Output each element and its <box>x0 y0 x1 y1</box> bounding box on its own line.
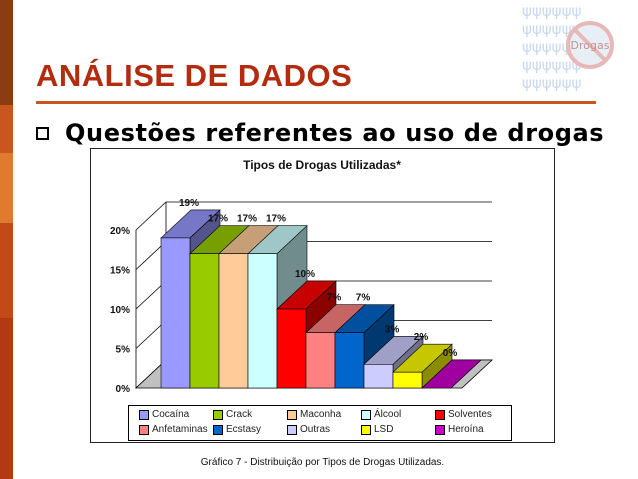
bar--lcool <box>247 253 278 389</box>
bullet-point: Questões referentes ao uso de drogas <box>36 119 604 147</box>
page-title: ANÁLISE DE DADOS <box>36 58 353 93</box>
side-accent-bar <box>0 105 13 153</box>
bar-ecstasy <box>334 332 365 389</box>
side-accent-bar <box>0 223 13 318</box>
bar-coca-na <box>160 237 191 389</box>
legend-item: Crack <box>213 409 252 420</box>
y-tick-label: 15% <box>110 266 130 277</box>
checkbox-bullet-icon <box>36 126 49 140</box>
y-tick-label: 5% <box>116 345 131 356</box>
legend-label: Crack <box>226 409 253 420</box>
legend-item: Cocaína <box>139 409 189 420</box>
data-label: 0% <box>443 348 458 359</box>
chart-legend: Cocaína Crack Maconha Álcool Solventes Anfeta… <box>128 405 512 441</box>
bullet-text: Questões referentes ao uso de drogas <box>65 119 605 147</box>
legend-swatch <box>361 424 371 435</box>
chart-title: Tipos de Drogas Utilizadas* <box>243 158 401 172</box>
bar-top-hero-na <box>421 359 482 389</box>
legend-label: Ecstasy <box>226 424 262 435</box>
data-label: 19% <box>179 198 199 209</box>
legend-item: Outras <box>287 424 330 435</box>
legend-label: Maconha <box>300 409 342 420</box>
side-accent-bar <box>0 318 13 479</box>
bar-maconha <box>218 253 249 389</box>
side-gridline <box>135 201 167 231</box>
data-label: 3% <box>385 324 400 335</box>
svg-text:ψψψψψψ: ψψψψψψ <box>522 74 581 92</box>
title-divider <box>36 101 596 104</box>
svg-text:ψψψψψψ: ψψψψψψ <box>522 56 581 74</box>
legend-swatch <box>435 409 445 420</box>
legend-swatch <box>213 409 223 420</box>
legend-item: Álcool <box>361 409 401 420</box>
legend-swatch <box>139 424 149 435</box>
legend-label: Anfetaminas <box>152 424 208 435</box>
y-tick-label: 10% <box>110 305 130 316</box>
legend-label: Heroína <box>448 424 484 435</box>
y-tick-label: 0% <box>116 384 131 395</box>
chart-caption: Gráfico 7 - Distribuição por Tipos de Dr… <box>200 457 445 468</box>
legend-item: LSD <box>361 424 393 435</box>
side-accent-bar <box>0 0 13 105</box>
data-label: 17% <box>208 214 228 225</box>
legend-label: Solventes <box>448 409 492 420</box>
legend-item: Anfetaminas <box>139 424 208 435</box>
legend-swatch <box>213 424 223 435</box>
bar-chart: Tipos de Drogas Utilizadas* 0% 5% 10% 15% 20%… <box>110 158 494 395</box>
legend-swatch <box>435 424 445 435</box>
bar-solventes <box>276 308 307 389</box>
y-tick-label: 20% <box>110 226 130 237</box>
legend-label: Cocaína <box>152 409 190 420</box>
legend-label: LSD <box>374 424 394 435</box>
bar-crack <box>189 253 220 389</box>
data-label: 7% <box>327 293 342 304</box>
watermark-text: Drogas <box>571 39 610 52</box>
legend-item: Ecstasy <box>213 424 261 435</box>
data-label: 10% <box>295 269 315 280</box>
side-accent-bar <box>0 153 13 223</box>
bar-lsd <box>392 371 423 389</box>
legend-item: Maconha <box>287 409 341 420</box>
legend-swatch <box>287 409 297 420</box>
legend-label: Outras <box>300 424 331 435</box>
data-label: 17% <box>266 214 286 225</box>
data-label: 2% <box>414 332 429 343</box>
watermark-logo: ψψψψψψ ψψψψψψ ψψψψψψ ψψψψψψ ψψψψψψ Droga… <box>520 0 638 110</box>
data-label: 17% <box>237 214 257 225</box>
legend-swatch <box>287 424 297 435</box>
legend-swatch <box>361 409 371 420</box>
svg-text:ψψψψψψ: ψψψψψψ <box>522 2 581 20</box>
bar-outras <box>363 364 394 389</box>
legend-swatch <box>139 409 149 420</box>
data-label: 7% <box>356 293 371 304</box>
svg-text:ψψψψψψ: ψψψψψψ <box>522 20 581 38</box>
bar-anfetaminas <box>305 332 336 389</box>
legend-item: Solventes <box>435 409 492 420</box>
legend-label: Álcool <box>374 409 402 420</box>
legend-item: Heroína <box>435 424 484 435</box>
